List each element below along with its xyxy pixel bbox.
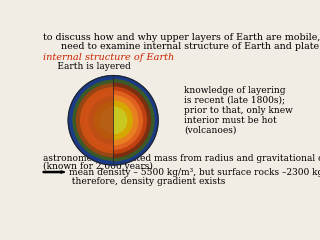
- Wedge shape: [88, 96, 113, 145]
- Text: prior to that, only knew: prior to that, only knew: [184, 106, 293, 115]
- Circle shape: [76, 83, 150, 157]
- Wedge shape: [72, 80, 113, 161]
- Wedge shape: [80, 87, 113, 153]
- Wedge shape: [76, 83, 113, 157]
- Text: is recent (late 1800s);: is recent (late 1800s);: [184, 96, 285, 105]
- Text: astronomers calculated mass from radius and gravitational constant: astronomers calculated mass from radius …: [43, 154, 320, 162]
- Text: knowledge of layering: knowledge of layering: [184, 86, 286, 95]
- Wedge shape: [84, 91, 113, 149]
- Circle shape: [100, 107, 127, 134]
- Text: therefore, density gradient exists: therefore, density gradient exists: [43, 177, 226, 186]
- Text: internal structure of Earth: internal structure of Earth: [43, 54, 174, 62]
- Text: mean density – 5500 kg/m³, but surface rocks –2300 kg/m³: mean density – 5500 kg/m³, but surface r…: [69, 168, 320, 177]
- Wedge shape: [84, 91, 113, 149]
- Wedge shape: [68, 76, 113, 165]
- Text: (known for 2,000 years): (known for 2,000 years): [43, 162, 153, 171]
- Wedge shape: [80, 87, 113, 153]
- FancyArrow shape: [43, 171, 65, 173]
- Wedge shape: [94, 101, 113, 139]
- Text: need to examine internal structure of Earth and plate tectonics: need to examine internal structure of Ea…: [43, 42, 320, 51]
- Circle shape: [94, 101, 132, 139]
- Circle shape: [72, 80, 154, 161]
- Text: (volcanoes): (volcanoes): [184, 126, 236, 135]
- Circle shape: [68, 76, 158, 165]
- Wedge shape: [88, 96, 113, 145]
- Text: to discuss how and why upper layers of Earth are mobile,: to discuss how and why upper layers of E…: [43, 33, 320, 42]
- Circle shape: [84, 91, 142, 149]
- Circle shape: [88, 96, 138, 145]
- Wedge shape: [76, 83, 113, 157]
- Circle shape: [80, 87, 147, 153]
- Text: interior must be hot: interior must be hot: [184, 116, 277, 125]
- Text: Earth is layered: Earth is layered: [43, 62, 131, 71]
- Wedge shape: [100, 107, 113, 134]
